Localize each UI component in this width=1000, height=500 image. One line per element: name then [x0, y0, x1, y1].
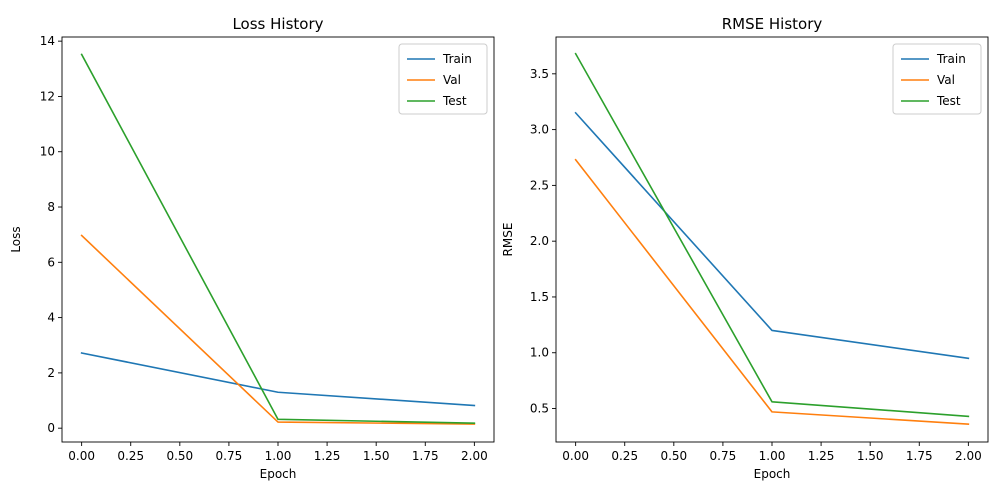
legend: Train Val Test [892, 43, 982, 115]
x-tick-label: 2.00 [461, 449, 488, 463]
y-tick-label: 3.5 [530, 67, 549, 81]
x-tick-label: 1.50 [363, 449, 390, 463]
x-tick-label: 0.75 [710, 449, 737, 463]
y-tick-label: 2 [47, 366, 55, 380]
x-tick-label: 2.00 [955, 449, 982, 463]
x-tick-label: 1.00 [265, 449, 292, 463]
legend-item-val: Val [407, 73, 461, 87]
y-tick-label: 1.5 [530, 290, 549, 304]
series-line-test [574, 52, 970, 418]
y-tick-label: 0 [47, 421, 55, 435]
y-tick-label: 4 [47, 311, 55, 325]
x-tick-label: 0.00 [562, 449, 589, 463]
y-tick-label: 14 [40, 34, 55, 48]
legend: Train Val Test [398, 43, 488, 115]
x-tick-label: 0.00 [68, 449, 95, 463]
legend-item-train: Train [407, 52, 472, 66]
legend-item-test: Test [407, 94, 467, 108]
series-line-val [574, 158, 970, 425]
y-tick-label: 1.0 [530, 346, 549, 360]
x-tick-label: 0.50 [166, 449, 193, 463]
y-tick-label: 2.0 [530, 234, 549, 248]
legend-box [398, 43, 488, 115]
x-tick-label: 0.50 [660, 449, 687, 463]
legend-item-val: Val [901, 73, 955, 87]
chart-panel-0: Loss History 0.00 0.25 0.50 0.75 1.00 1.25 1.50… [9, 15, 495, 481]
y-axis-label: Loss [9, 226, 23, 252]
x-axis-label: Epoch [754, 467, 791, 481]
x-axis-label: Epoch [260, 467, 297, 481]
legend-label: Train [442, 52, 472, 66]
legend-label: Test [442, 94, 467, 108]
y-tick-label: 2.5 [530, 178, 549, 192]
y-tick-label: 12 [40, 89, 55, 103]
series-line-test [80, 53, 476, 425]
legend-item-train: Train [901, 52, 966, 66]
x-tick-label: 1.00 [759, 449, 786, 463]
legend-label: Train [936, 52, 966, 66]
legend-label: Test [936, 94, 961, 108]
series-line-train [574, 111, 970, 360]
series-line-val [80, 234, 476, 425]
legend-label: Val [937, 73, 955, 87]
series-lines [80, 53, 476, 425]
series-lines [574, 52, 970, 425]
x-tick-label: 1.50 [857, 449, 884, 463]
y-tick-label: 8 [47, 200, 55, 214]
y-axis-label: RMSE [501, 223, 515, 257]
x-tick-label: 1.75 [412, 449, 439, 463]
x-tick-label: 0.25 [117, 449, 144, 463]
series-line-train [80, 352, 476, 407]
x-tick-label: 0.25 [611, 449, 638, 463]
x-tick-label: 1.75 [906, 449, 933, 463]
chart-title: RMSE History [722, 15, 823, 33]
legend-box [892, 43, 982, 115]
legend-item-test: Test [901, 94, 961, 108]
y-tick-label: 6 [47, 255, 55, 269]
legend-label: Val [443, 73, 461, 87]
x-tick-label: 1.25 [808, 449, 835, 463]
chart-title: Loss History [232, 15, 323, 33]
y-tick-label: 0.5 [530, 402, 549, 416]
x-tick-label: 1.25 [314, 449, 341, 463]
y-tick-label: 3.0 [530, 123, 549, 137]
y-tick-label: 10 [40, 145, 55, 159]
x-tick-label: 0.75 [216, 449, 243, 463]
